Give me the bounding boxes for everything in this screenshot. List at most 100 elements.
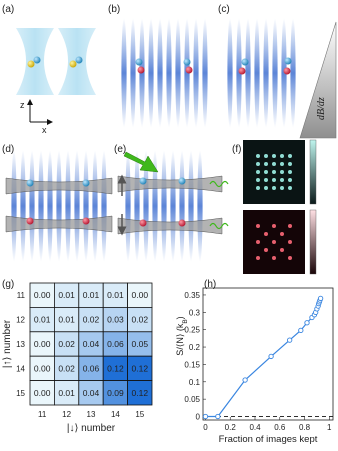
- x-tick-label: 0.4: [249, 423, 261, 432]
- y-tick-label: 0.25: [184, 326, 200, 335]
- fluorescence-spot: [256, 224, 260, 228]
- cell-label: 0.01: [83, 290, 100, 300]
- axis-label: dB/dz: [316, 97, 327, 120]
- lattice-beam: [193, 18, 199, 128]
- atom: [139, 219, 147, 227]
- lattice-beam: [56, 150, 62, 262]
- atom: [137, 66, 145, 74]
- panel-label: (d): [2, 144, 14, 155]
- atom: [135, 58, 143, 66]
- heatmap-cell: [78, 380, 104, 406]
- axis-label: z: [20, 100, 25, 110]
- lattice-beam: [281, 18, 287, 128]
- fluorescence-spot: [288, 240, 292, 244]
- x-tick-label: 0.8: [299, 423, 311, 432]
- cell-label: 0.00: [132, 290, 149, 300]
- lattice-beam: [101, 150, 107, 262]
- fluorescence-spot: [280, 186, 284, 190]
- lattice-beam: [245, 18, 251, 128]
- heatmap-cell: [78, 282, 104, 308]
- lattice-beam: [227, 18, 233, 128]
- atom: [178, 177, 186, 185]
- fluorescence-spot: [272, 154, 276, 158]
- lattice-beam: [236, 18, 242, 128]
- cell-label: 0.12: [132, 388, 149, 398]
- x-tick-label: 13: [87, 410, 96, 419]
- heatmap-cell: [102, 282, 128, 308]
- atom: [26, 179, 34, 187]
- fluorescence-spot: [288, 256, 292, 260]
- fluorescence: [209, 222, 229, 230]
- tweezer-beam: [117, 175, 223, 193]
- atom: [185, 66, 193, 74]
- data-point: [287, 337, 293, 343]
- lattice-beam: [263, 18, 269, 128]
- heatmap-cell: [78, 355, 104, 382]
- data-point: [242, 377, 248, 383]
- cell-label: 0.00: [34, 363, 51, 373]
- atom: [82, 179, 90, 187]
- heatmap-cell: [102, 380, 128, 406]
- y-axis-label: S/⟨N⟩ (kB): [175, 316, 189, 355]
- fluorescence-spot: [256, 170, 260, 174]
- lattice-beam: [175, 18, 181, 128]
- lattice-beam: [65, 150, 71, 262]
- atom: [183, 58, 191, 66]
- y-tick-label: 11: [17, 291, 26, 300]
- lattice-beam: [134, 150, 140, 262]
- fluorescence-spot: [280, 162, 284, 166]
- cell-label: 0.02: [132, 315, 149, 325]
- cell-label: 0.02: [58, 363, 75, 373]
- lattice-beam: [92, 150, 98, 262]
- lattice-beam: [38, 150, 44, 262]
- cell-label: 0.06: [107, 339, 124, 349]
- x-tick-label: 15: [135, 410, 144, 419]
- probe-arrow: [123, 151, 159, 173]
- lattice-beam: [179, 150, 185, 262]
- y-tick-label: 12: [16, 316, 25, 325]
- data-point: [215, 413, 221, 420]
- cell-label: 0.02: [58, 339, 75, 349]
- panel-label: (a): [2, 4, 14, 15]
- data-point: [317, 295, 324, 302]
- lattice-beam: [125, 150, 131, 262]
- fluorescence-spot: [288, 170, 292, 174]
- fluorescence-spot: [272, 186, 276, 190]
- cell-label: 0.03: [107, 315, 124, 325]
- fluorescence-spot: [256, 162, 260, 166]
- atom: [69, 60, 77, 68]
- x-tick-label: 1: [327, 423, 332, 432]
- lattice-beam: [254, 18, 260, 128]
- atom: [139, 177, 147, 185]
- fluorescence-spot: [264, 178, 268, 182]
- lattice-beam: [74, 150, 80, 262]
- y-tick-label: 14: [16, 364, 25, 373]
- y-axis-label-part: ): [175, 316, 185, 319]
- x-tick-label: 11: [38, 410, 47, 419]
- y-axis-label: |↑⟩ number: [2, 319, 13, 368]
- cell-label: 0.00: [34, 290, 51, 300]
- heatmap-cell: [127, 331, 153, 357]
- fluorescence-spot: [280, 178, 284, 182]
- lattice-beam: [152, 150, 158, 262]
- y-axis-label-part: S/⟨N⟩ (k: [175, 323, 185, 356]
- heatmap-cell: [127, 282, 153, 308]
- fluorescence-spot: [288, 186, 292, 190]
- panel-label: (f): [232, 144, 241, 155]
- fluorescence-spot: [288, 162, 292, 166]
- atom: [284, 57, 292, 65]
- data-point: [202, 413, 209, 420]
- panel-label: (g): [2, 279, 14, 290]
- panel-label: (b): [108, 4, 120, 15]
- data-line: [205, 298, 322, 418]
- illustrations: [5, 18, 296, 262]
- lattice-beam: [148, 18, 154, 128]
- cell-label: 0.12: [107, 363, 124, 373]
- panel-label: (c): [218, 4, 230, 15]
- fluorescence-spot: [272, 162, 276, 166]
- heatmap-cell: [127, 380, 153, 406]
- y-tick-label: 0.3: [189, 308, 201, 317]
- fluorescence-spot: [264, 154, 268, 158]
- cell-label: 0.04: [83, 339, 100, 349]
